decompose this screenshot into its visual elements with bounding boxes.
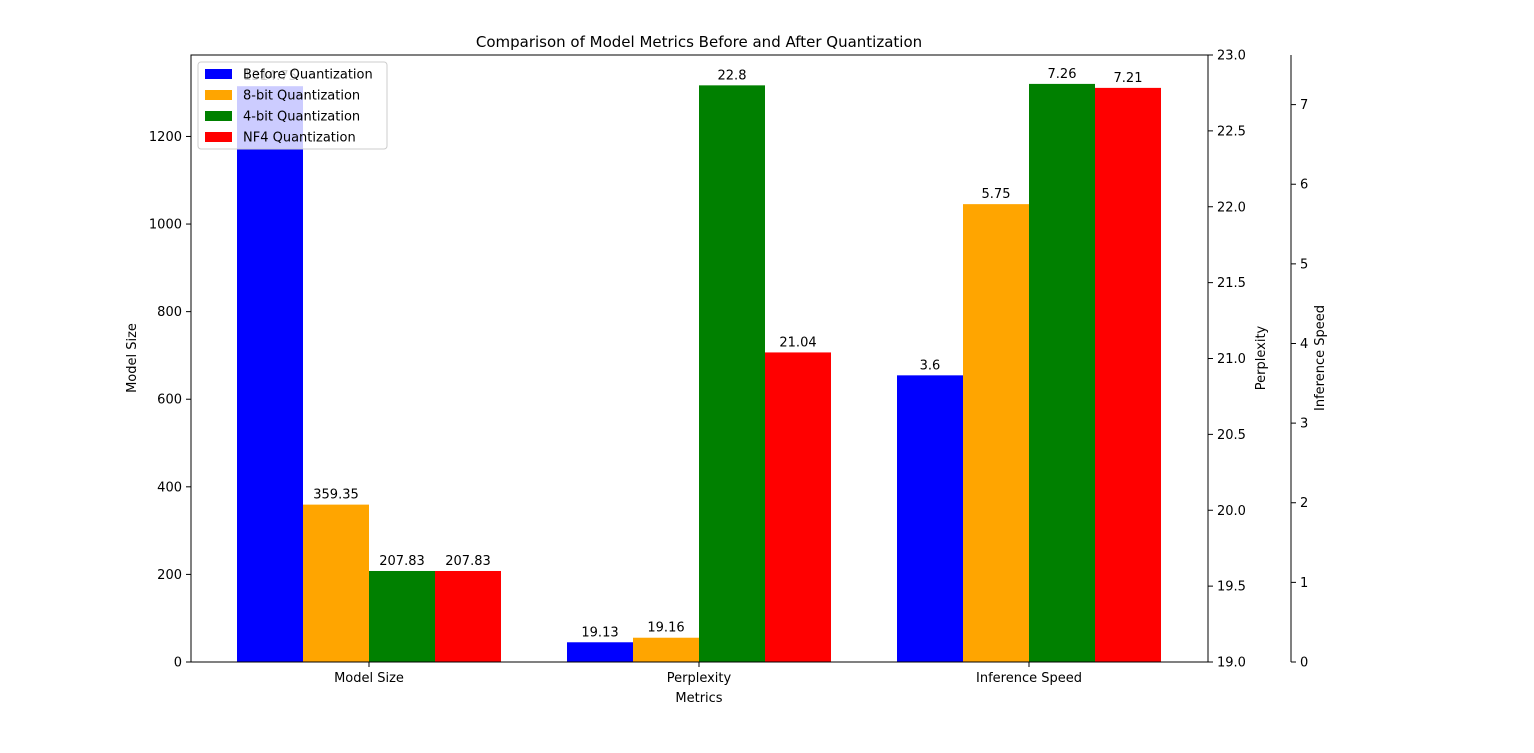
bar-value-label: 7.21 — [1114, 71, 1143, 86]
far-right-tick-label: 5 — [1300, 257, 1308, 272]
right-tick-label: 20.0 — [1217, 504, 1246, 519]
bar-labels-layer: 1314.7519.133.6359.3519.165.75207.8322.8… — [243, 67, 1142, 640]
bar — [897, 375, 963, 662]
right-axis-label: Perplexity — [1254, 325, 1269, 390]
legend-swatch — [205, 132, 232, 142]
right-tick-label: 22.0 — [1217, 200, 1246, 215]
right-tick-label: 23.0 — [1217, 49, 1246, 64]
x-tick-label: Inference Speed — [976, 671, 1082, 686]
bars-layer — [237, 83, 1161, 663]
plot-frame — [190, 54, 1209, 663]
legend-box — [197, 61, 388, 150]
bar-value-label: 207.83 — [379, 554, 425, 569]
bar — [369, 570, 435, 662]
left-axis: 0 200 400 600 800 1000 1200 — [149, 130, 191, 671]
right-tick-label: 19.0 — [1217, 656, 1246, 671]
left-tick-label: 0 — [174, 656, 182, 671]
right-tick-label: 19.5 — [1217, 580, 1246, 595]
far-right-tick-label: 3 — [1300, 417, 1308, 432]
bar — [567, 642, 633, 662]
bar-value-label: 3.6 — [920, 358, 941, 373]
x-tick-label: Model Size — [334, 671, 404, 686]
left-tick-label: 200 — [157, 568, 182, 583]
far-right-axis-label: Inference Speed — [1313, 305, 1328, 411]
far-right-tick-label: 7 — [1300, 98, 1308, 113]
legend-entry: 4-bit Quantization — [243, 110, 360, 125]
left-tick-label: 1000 — [149, 218, 182, 233]
legend-entry: 8-bit Quantization — [243, 89, 360, 104]
bar-value-label: 5.75 — [982, 187, 1011, 202]
far-right-tick-label: 6 — [1300, 178, 1308, 193]
far-right-tick-label: 2 — [1300, 496, 1308, 511]
legend: Before Quantization 8-bit Quantization 4-b… — [197, 61, 388, 150]
right-tick-label: 22.5 — [1217, 124, 1246, 139]
legend-swatch — [205, 69, 232, 79]
x-tick-label: Perplexity — [667, 671, 732, 686]
bar-value-label: 207.83 — [445, 554, 491, 569]
bar — [237, 86, 303, 663]
chart-title: Comparison of Model Metrics Before and A… — [476, 33, 922, 51]
bar-value-label: 359.35 — [313, 488, 359, 503]
legend-entry: Before Quantization — [243, 68, 373, 83]
bar-value-label: 21.04 — [779, 335, 816, 350]
right-tick-label: 21.5 — [1217, 276, 1246, 291]
left-tick-label: 400 — [157, 480, 182, 495]
left-tick-label: 600 — [157, 393, 182, 408]
x-axis-label: Metrics — [675, 691, 722, 706]
left-axis-label: Model Size — [125, 323, 140, 393]
bar-value-label: 22.8 — [718, 68, 747, 83]
bar — [1095, 87, 1161, 663]
right-axis: 19.0 19.5 20.0 20.5 21.0 21.5 22.0 22.5 23.0 — [1208, 49, 1246, 671]
far-right-axis: 0 1 2 3 4 5 6 7 — [1290, 55, 1308, 671]
far-right-tick-label: 4 — [1300, 337, 1308, 352]
left-tick-label: 800 — [157, 305, 182, 320]
bar — [1029, 83, 1095, 662]
bar-value-label: 19.16 — [647, 621, 684, 636]
x-axis: Model Size Perplexity Inference Speed — [334, 662, 1082, 686]
right-tick-label: 21.0 — [1217, 352, 1246, 367]
legend-swatch — [205, 90, 232, 100]
far-right-tick-label: 0 — [1300, 656, 1308, 671]
bar — [303, 504, 369, 662]
bar — [633, 637, 699, 662]
bar-value-label: 19.13 — [581, 625, 618, 640]
right-tick-label: 20.5 — [1217, 428, 1246, 443]
far-right-tick-label: 1 — [1300, 576, 1308, 591]
left-tick-label: 1200 — [149, 130, 182, 145]
bar — [963, 204, 1029, 662]
legend-entry: NF4 Quantization — [243, 131, 356, 146]
legend-swatch — [205, 111, 232, 121]
bar — [699, 85, 765, 663]
bar-value-label: 7.26 — [1048, 67, 1077, 82]
bar — [435, 570, 501, 662]
bar — [765, 352, 831, 662]
